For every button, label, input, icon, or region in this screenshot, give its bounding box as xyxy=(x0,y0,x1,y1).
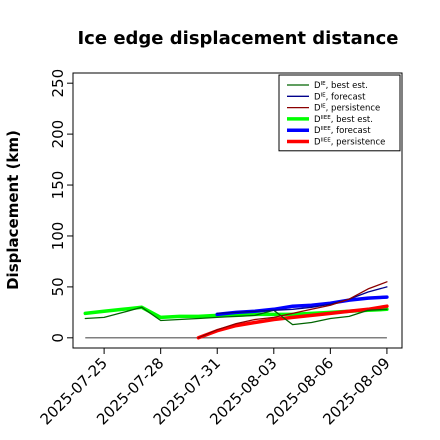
y-tick-label: 150 xyxy=(49,171,67,200)
legend-entry: DIE, persistence xyxy=(314,104,380,114)
y-tick-label: 50 xyxy=(49,277,67,296)
y-tick-label: 250 xyxy=(49,69,67,98)
legend-entry: DIIEE, forecast xyxy=(314,126,371,136)
series-line-6 xyxy=(196,304,389,340)
legend: DIE, best est.DIE, forecast DIE, persiste… xyxy=(278,74,401,152)
legend-entry: DIE, forecast xyxy=(314,92,366,102)
y-axis-label: Displacement (km) xyxy=(4,130,22,290)
series-line-2 xyxy=(216,286,388,315)
legend-entry: DIIEE, best est. xyxy=(314,115,373,125)
x-axis: 2025-07-252025-07-282025-07-312025-08-03… xyxy=(37,348,394,428)
y-axis: 0 50 100 150 200 250 xyxy=(49,69,73,343)
legend-entry: DIE, best est. xyxy=(314,81,368,91)
series-line-1 xyxy=(84,306,388,326)
chart-title: Ice edge displacement distance xyxy=(77,28,398,49)
series-line-3 xyxy=(197,281,388,339)
legend-box xyxy=(278,74,401,152)
y-tick-label: 100 xyxy=(49,222,67,251)
series-layer xyxy=(83,281,389,340)
legend-entry: DIIEE, persistence xyxy=(314,138,385,148)
y-tick-label: 200 xyxy=(49,120,67,149)
y-tick-label: 0 xyxy=(49,333,67,343)
plot-area-border xyxy=(72,72,403,349)
